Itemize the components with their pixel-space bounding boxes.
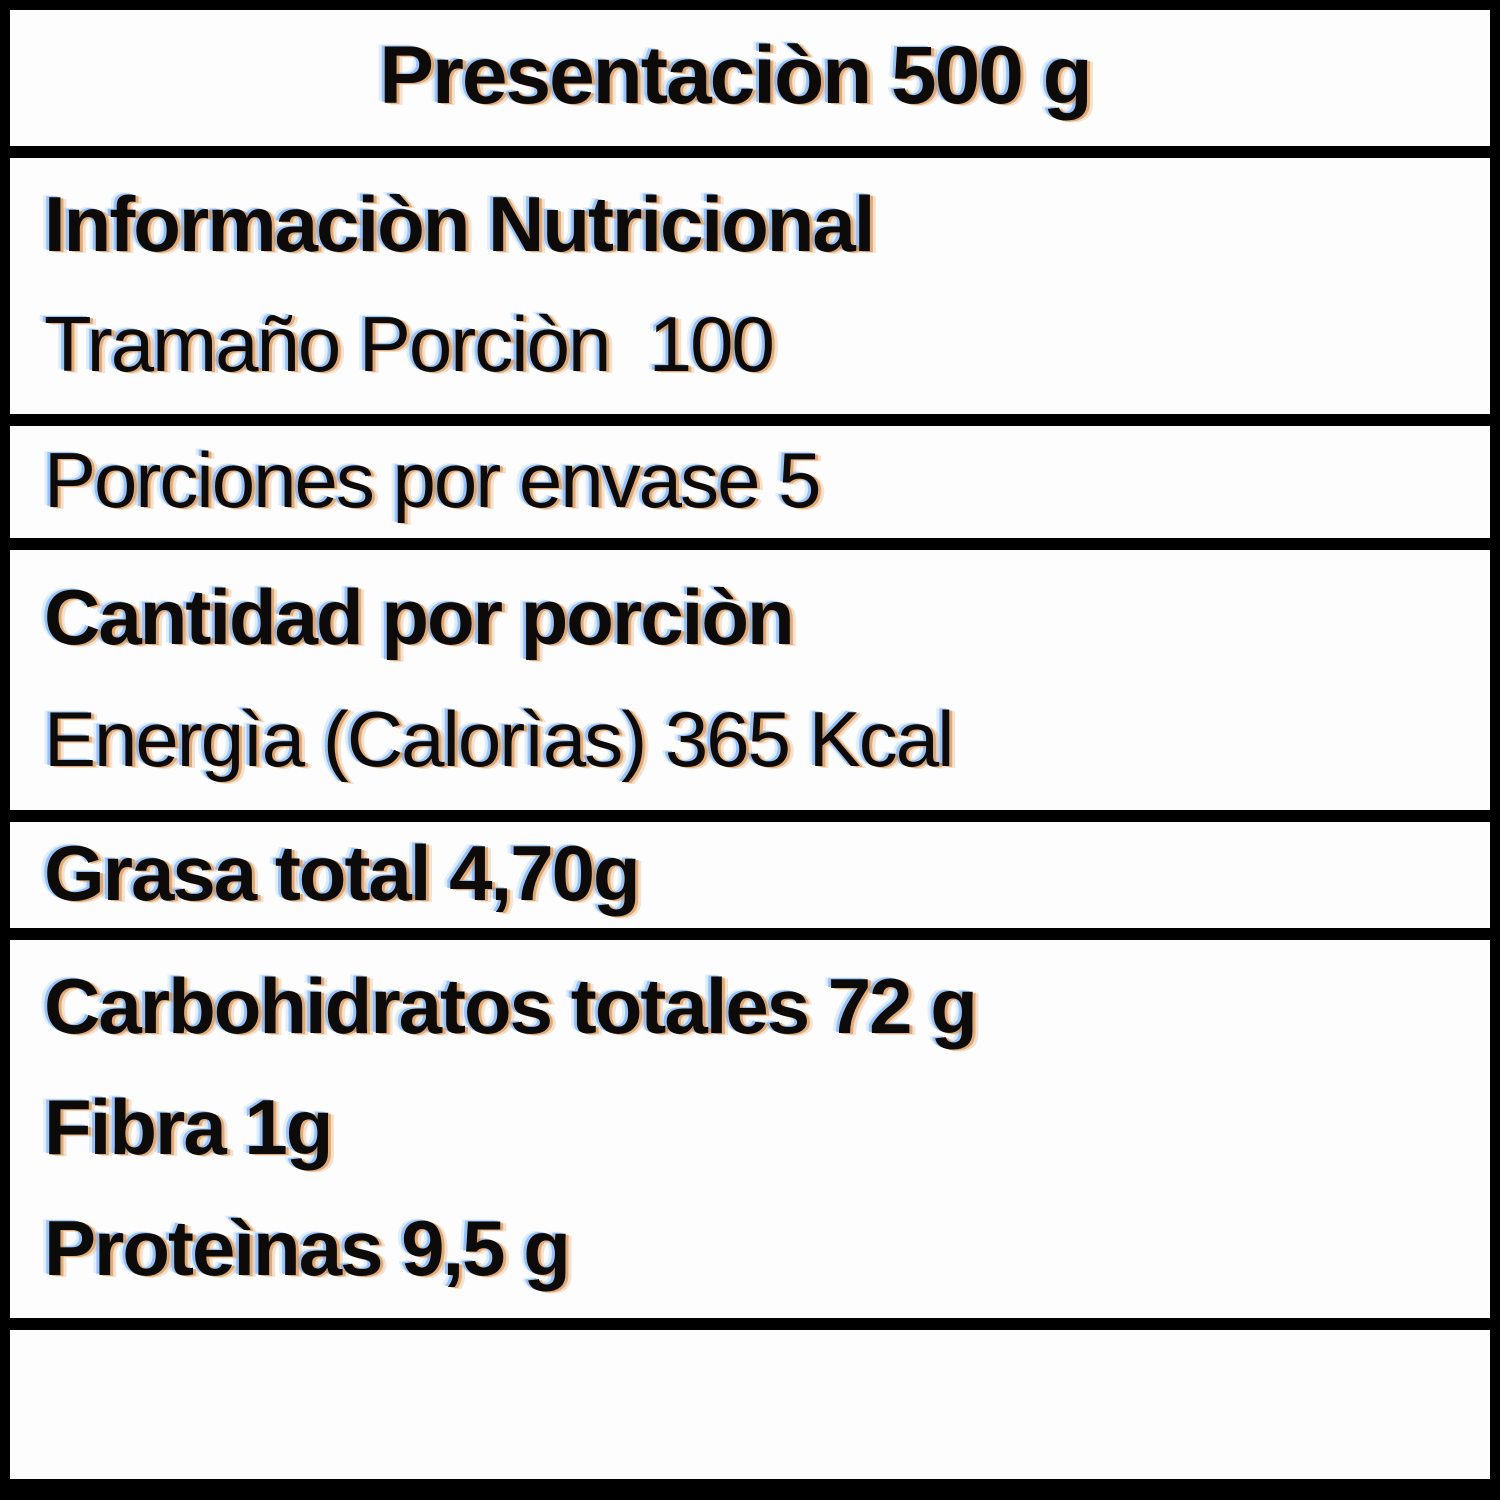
energy-calories-text: Energìa (Calorìas) 365 Kcal	[44, 695, 954, 783]
row-empty	[10, 1318, 1490, 1479]
row-servings-per-container: Porciones por envase 5	[10, 414, 1490, 538]
total-fat-text: Grasa total 4,70g	[44, 829, 641, 917]
fiber-text: Fibra 1g	[44, 1082, 333, 1171]
row-presentation: Presentaciòn 500 g	[10, 10, 1490, 146]
serving-size-text: Tramaño Porciòn 100	[44, 300, 775, 388]
servings-per-container-text: Porciones por envase 5	[44, 436, 822, 524]
row-carbs-fiber-protein: Carbohidratos totales 72 g Fibra 1g Prot…	[10, 928, 1490, 1318]
row-amount-per-serving: Cantidad por porciòn Energìa (Calorìas) …	[10, 538, 1490, 810]
row-total-fat: Grasa total 4,70g	[10, 810, 1490, 928]
presentation-title: Presentaciòn 500 g	[379, 30, 1092, 121]
total-carbohydrates-text: Carbohidratos totales 72 g	[44, 962, 978, 1051]
nutrition-info-title: Informaciòn Nutricional	[44, 180, 875, 268]
amount-per-serving-title: Cantidad por porciòn	[44, 573, 795, 661]
protein-text: Proteìnas 9,5 g	[44, 1203, 571, 1292]
row-nutrition-info: Informaciòn Nutricional Tramaño Porciòn …	[10, 146, 1490, 414]
